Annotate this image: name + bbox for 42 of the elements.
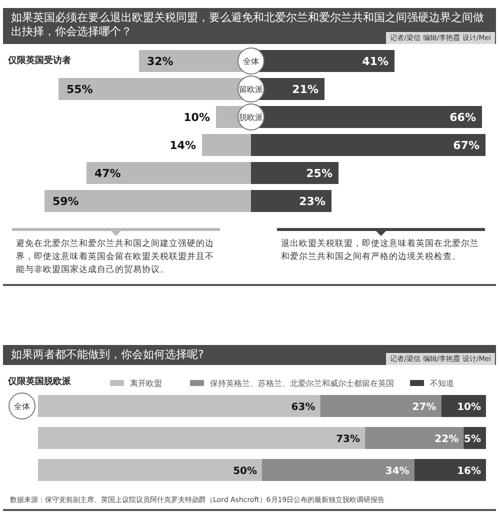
bar	[38, 459, 262, 481]
data-label: 41%	[362, 55, 388, 68]
chart-title: 如果两者都不能做到，你会如何选择呢?	[11, 348, 204, 361]
data-label: 21%	[292, 83, 318, 96]
data-label: 34%	[385, 466, 410, 477]
data-label: 67%	[453, 139, 480, 152]
y-tick-label: 留欧派	[239, 85, 263, 94]
legend-label: 不知道	[430, 378, 454, 389]
data-label: 5%	[464, 434, 481, 445]
data-label: 59%	[52, 195, 79, 208]
bar	[262, 459, 414, 481]
data-label: 27%	[412, 402, 436, 413]
legend-label: 退出欧盟关税联盟，即使这意味着英国在北爱尔兰和爱尔兰共和国之间有严格的边境关税检查。	[281, 238, 480, 264]
bar	[365, 427, 464, 449]
bar	[38, 427, 366, 449]
y-tick-label: 全体	[243, 57, 259, 66]
bar	[414, 459, 486, 481]
data-label: 23%	[299, 195, 326, 208]
text: 仅限英国受访者	[8, 54, 71, 67]
data-label: 47%	[94, 167, 121, 180]
data-label: 10%	[184, 111, 210, 124]
legend-label: 离开欧盟	[130, 378, 162, 389]
chart-subtitle: 仅限英国脱欧派	[8, 375, 71, 388]
legend-label: 避免在北爱尔兰和爱尔兰共和国之间建立强硬的边界，即使这意味着英国会留在欧盟关税联盟并且不能与非欧盟国家达成自己的贸易协议。	[16, 238, 215, 277]
data-label: 50%	[233, 466, 257, 477]
data-label: 73%	[336, 434, 360, 445]
data-label: 10%	[457, 402, 481, 413]
bar	[441, 395, 486, 417]
data-label: 25%	[306, 167, 332, 180]
data-label: 66%	[450, 111, 476, 124]
bar	[38, 395, 320, 417]
data-label: 55%	[66, 83, 93, 96]
bar	[202, 134, 251, 156]
data-label: 22%	[434, 434, 459, 445]
data-label: 16%	[457, 466, 481, 477]
bar	[320, 395, 442, 417]
data-label: 63%	[291, 402, 316, 413]
legend-label: 保持英格兰、苏格兰、北爱尔兰和威尔士都留在英国	[210, 378, 394, 389]
data-label: 14%	[170, 139, 196, 152]
data-label: 32%	[147, 55, 174, 68]
y-tick-label: 脱欧派	[239, 113, 263, 122]
y-tick-label: 全体	[14, 402, 30, 411]
